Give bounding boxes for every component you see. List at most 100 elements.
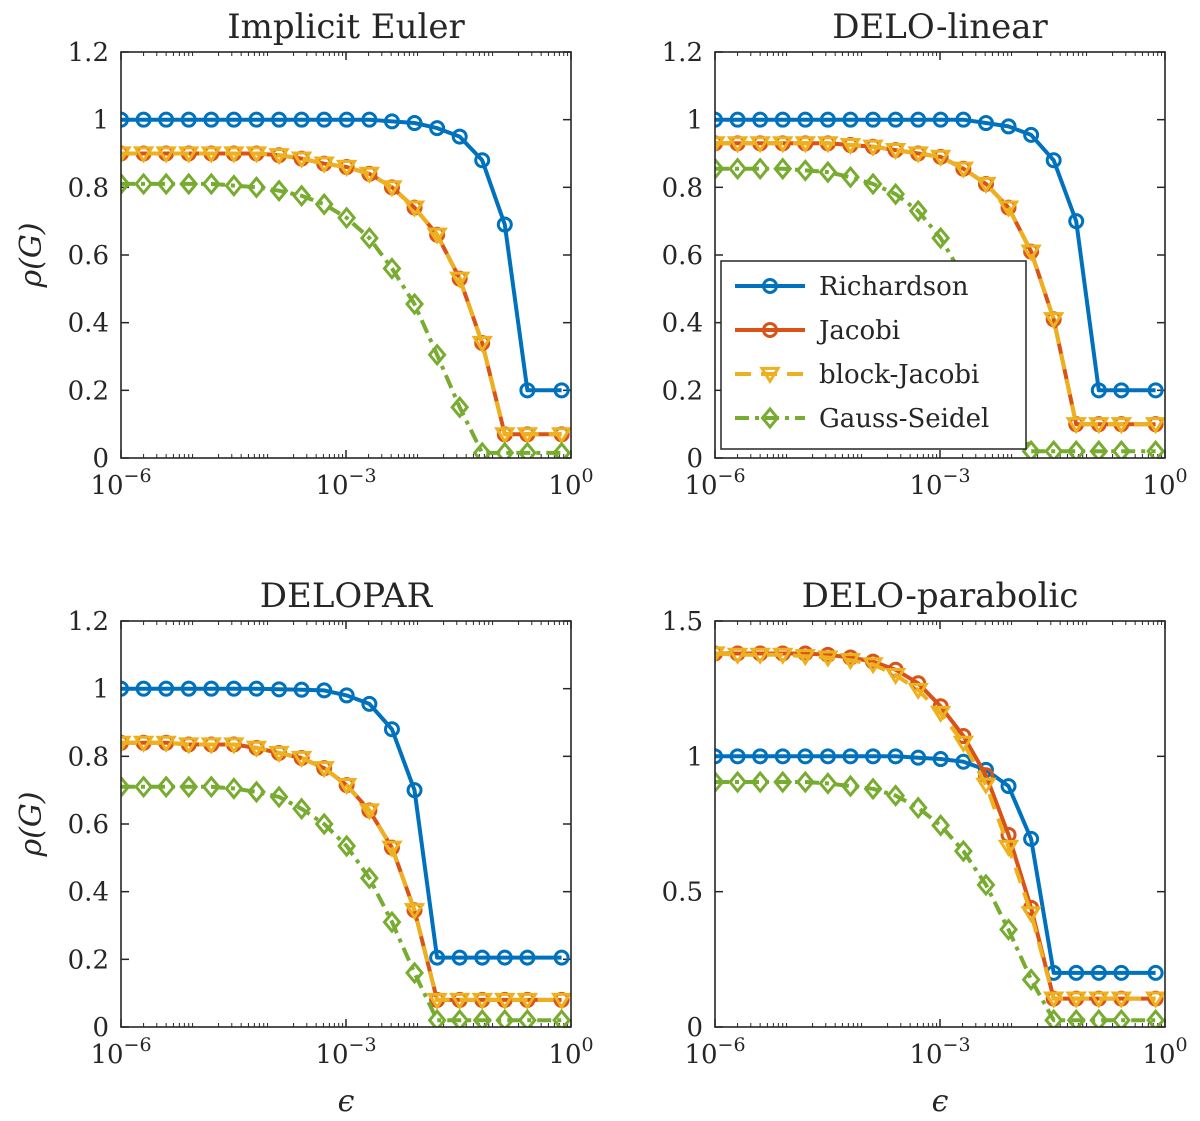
series-block-jacobi <box>121 735 571 1010</box>
data-point <box>553 382 570 399</box>
data-point <box>1000 778 1017 795</box>
x-tick-label: 10−6 <box>90 1034 151 1070</box>
data-point <box>1020 906 1042 924</box>
data-point <box>359 226 379 250</box>
x-tick-exponent: −3 <box>943 1034 971 1056</box>
series-line <box>715 117 1156 393</box>
data-point <box>361 695 378 712</box>
x-tick-base: 10 <box>90 1040 123 1070</box>
data-point <box>750 157 770 181</box>
data-point <box>818 772 838 795</box>
data-point <box>908 199 928 223</box>
data-point <box>224 777 244 800</box>
y-tick-label: 0 <box>686 1013 703 1043</box>
data-point <box>338 687 355 704</box>
data-point <box>774 111 791 128</box>
data-point <box>819 748 836 765</box>
data-point <box>1088 417 1110 435</box>
x-tick-label: 10−6 <box>684 1034 745 1070</box>
data-point <box>316 111 333 128</box>
series-line <box>715 754 1156 975</box>
series-gauss-seidel <box>121 172 571 458</box>
data-point <box>313 156 335 174</box>
x-tick-label: 10−3 <box>909 465 970 501</box>
y-tick-label: 0 <box>92 444 109 474</box>
data-point <box>494 992 516 1010</box>
data-point <box>842 111 859 128</box>
data-point <box>494 427 516 445</box>
series-line <box>715 780 1156 1023</box>
data-point <box>201 172 221 196</box>
x-tick-label: 10−6 <box>90 465 151 501</box>
x-tick-label: 10−3 <box>315 1034 376 1070</box>
data-point <box>865 111 882 128</box>
data-point <box>907 682 929 701</box>
legend-entry: Richardson <box>735 272 969 302</box>
data-point <box>471 335 493 353</box>
data-point <box>1045 152 1062 169</box>
data-point <box>517 1008 537 1027</box>
data-point <box>774 748 791 765</box>
data-point <box>451 128 468 145</box>
data-point <box>201 775 221 799</box>
data-point <box>931 226 951 250</box>
series-gauss-seidel <box>715 157 1165 458</box>
plot-area <box>715 645 1165 1027</box>
data-point <box>314 192 334 216</box>
data-point <box>359 866 379 890</box>
data-point <box>496 949 513 966</box>
y-tick-label: 0.8 <box>68 173 109 203</box>
data-point <box>1066 439 1086 458</box>
y-tick-label: 0 <box>92 1013 109 1043</box>
data-point <box>1110 417 1133 435</box>
series-line <box>121 151 562 437</box>
data-point <box>247 175 266 199</box>
data-point <box>1089 1008 1109 1027</box>
y-tick-label: 1.2 <box>68 38 109 68</box>
data-point <box>999 918 1018 941</box>
x-tick-label: 100 <box>1142 1034 1187 1070</box>
y-tick-label: 0.4 <box>68 878 109 908</box>
legend-label: Richardson <box>819 272 969 302</box>
data-point <box>1066 1008 1086 1027</box>
data-point <box>268 148 290 166</box>
data-point <box>496 216 513 233</box>
data-point <box>269 785 289 809</box>
chart-title: Implicit Euler <box>227 7 465 47</box>
legend-label: Gauss-Seidel <box>819 404 989 434</box>
data-point <box>474 949 491 966</box>
series-richardson <box>715 748 1164 981</box>
data-point <box>335 159 358 178</box>
data-point <box>516 427 539 445</box>
axes-frame <box>120 620 572 1028</box>
data-point <box>862 139 884 157</box>
data-point <box>797 111 814 128</box>
data-point <box>121 146 132 164</box>
x-tick-base: 10 <box>1142 1040 1175 1070</box>
data-point <box>1042 312 1065 330</box>
data-point <box>728 157 748 181</box>
data-point <box>121 775 131 799</box>
legend-entry: Gauss-Seidel <box>735 404 989 434</box>
x-tick-base: 10 <box>684 1040 717 1070</box>
data-point <box>472 1008 492 1027</box>
data-point <box>1088 991 1110 1009</box>
data-point <box>403 200 426 218</box>
x-tick-base: 10 <box>548 1040 581 1070</box>
data-point <box>862 657 884 675</box>
data-point <box>715 111 723 128</box>
data-point <box>158 680 175 697</box>
y-tick-label: 0.2 <box>662 376 703 406</box>
x-tick-exponent: −6 <box>718 1034 746 1056</box>
data-point <box>773 157 793 181</box>
data-point <box>997 839 1020 858</box>
data-point <box>293 681 310 698</box>
x-tick-label: 10−3 <box>909 1034 970 1070</box>
x-tick-exponent: 0 <box>1176 465 1188 487</box>
x-tick-label: 100 <box>1142 465 1187 501</box>
data-point <box>907 146 929 164</box>
data-point <box>155 146 177 164</box>
data-point <box>426 992 448 1010</box>
x-tick-label: 10−3 <box>315 465 376 501</box>
